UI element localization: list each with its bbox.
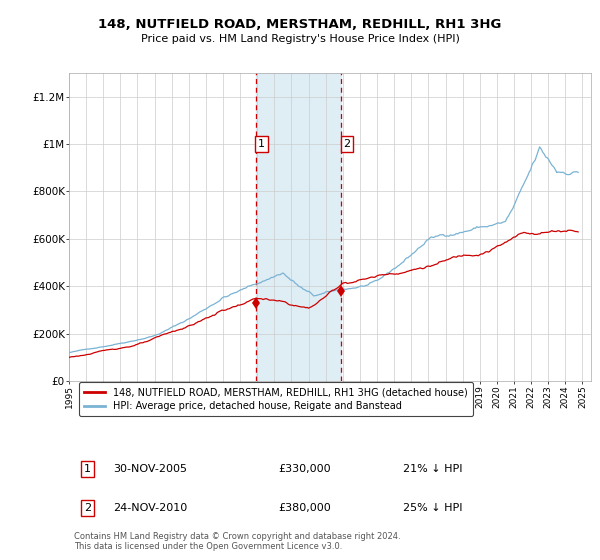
Text: 25% ↓ HPI: 25% ↓ HPI [403,503,463,513]
Text: 24-NOV-2010: 24-NOV-2010 [113,503,188,513]
Text: 1: 1 [84,464,91,474]
Text: 2: 2 [343,139,350,149]
Text: Price paid vs. HM Land Registry's House Price Index (HPI): Price paid vs. HM Land Registry's House … [140,34,460,44]
Text: Contains HM Land Registry data © Crown copyright and database right 2024.
This d: Contains HM Land Registry data © Crown c… [74,531,401,551]
Text: 2: 2 [84,503,91,513]
Legend: 148, NUTFIELD ROAD, MERSTHAM, REDHILL, RH1 3HG (detached house), HPI: Average pr: 148, NUTFIELD ROAD, MERSTHAM, REDHILL, R… [79,382,473,416]
Text: £380,000: £380,000 [278,503,331,513]
Text: 21% ↓ HPI: 21% ↓ HPI [403,464,463,474]
Bar [256,73,341,381]
Text: £330,000: £330,000 [278,464,331,474]
Text: 1: 1 [258,139,265,149]
Text: 30-NOV-2005: 30-NOV-2005 [113,464,187,474]
Text: 148, NUTFIELD ROAD, MERSTHAM, REDHILL, RH1 3HG: 148, NUTFIELD ROAD, MERSTHAM, REDHILL, R… [98,18,502,31]
